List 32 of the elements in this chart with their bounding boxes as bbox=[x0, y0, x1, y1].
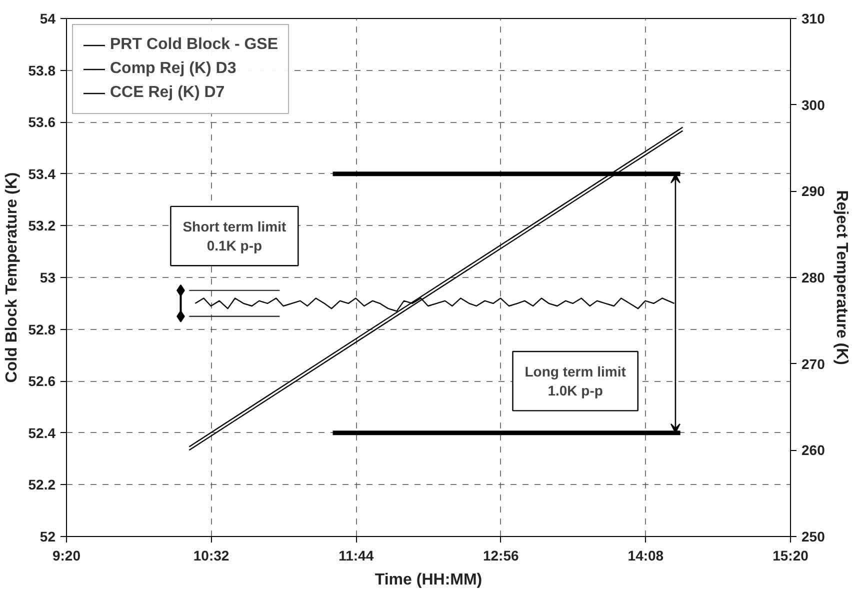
y-tick-label: 54 bbox=[40, 10, 56, 26]
y-tick-label: 53.6 bbox=[28, 114, 56, 130]
legend-label: PRT Cold Block - GSE bbox=[110, 36, 278, 54]
y-tick-label: 53.8 bbox=[28, 62, 56, 78]
annotation: Short term limit 0.1K p-p bbox=[182, 218, 286, 254]
y-axis-title: Cold Block Temperature (K) bbox=[3, 172, 20, 383]
y2-tick-label: 250 bbox=[802, 528, 826, 544]
legend-label: Comp Rej (K) D3 bbox=[110, 60, 236, 78]
y2-tick-label: 270 bbox=[802, 356, 826, 372]
x-axis-title: Time (HH:MM) bbox=[374, 572, 482, 588]
y-tick-label: 52.6 bbox=[28, 373, 56, 390]
x-tick-label: 12:56 bbox=[482, 548, 520, 564]
y-tick-label: 52.8 bbox=[28, 321, 56, 338]
y2-tick-label: 280 bbox=[802, 270, 826, 286]
y-tick-label: 53 bbox=[40, 270, 56, 286]
y-tick-label: 52 bbox=[40, 528, 56, 544]
annotation: Long term limit 1.0K p-p bbox=[524, 364, 626, 399]
y2-tick-label: 310 bbox=[802, 10, 826, 26]
x-tick-label: 15:20 bbox=[772, 548, 809, 564]
x-tick-label: 9:20 bbox=[52, 548, 81, 564]
x-tick-label: 10:32 bbox=[193, 548, 230, 564]
y2-tick-label: 300 bbox=[802, 96, 826, 113]
y2-tick-label: 290 bbox=[802, 183, 826, 200]
y-tick-label: 53.4 bbox=[28, 166, 56, 182]
y-tick-label: 52.4 bbox=[28, 424, 56, 441]
legend-label: CCE Rej (K) D7 bbox=[110, 84, 225, 102]
x-tick-label: 14:08 bbox=[628, 548, 664, 564]
x-tick-label: 11:44 bbox=[338, 548, 374, 564]
y2-tick-label: 260 bbox=[802, 442, 826, 458]
y-tick-label: 52.2 bbox=[28, 476, 56, 493]
y2-axis-title: Reject Temperature (K) bbox=[832, 190, 850, 365]
y-tick-label: 53.2 bbox=[28, 218, 56, 234]
